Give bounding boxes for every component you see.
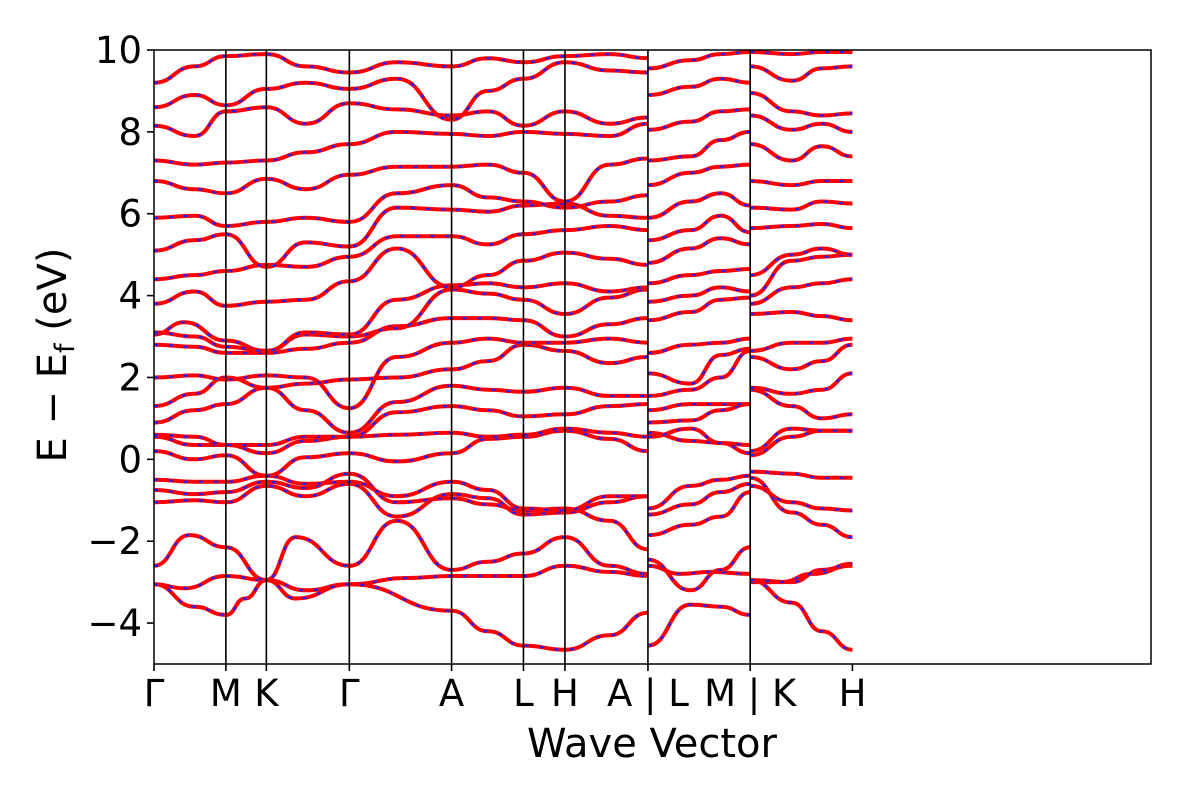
y-tick-label: 8 [118,111,142,154]
y-tick-label: −4 [87,602,142,645]
x-tick-label: H [839,672,867,715]
x-tick-label: H [551,672,579,715]
band-22-solid [154,91,853,138]
band-8-solid [154,426,853,456]
band-4-solid [154,481,853,538]
band-24-dashed [154,50,853,84]
y-axis-label: E − Ef (eV) [30,248,81,463]
band-4-dashed [154,482,853,537]
y-axis-label-subscript: f [50,342,81,353]
band-5-dashed [154,472,853,551]
band-21-solid [154,113,853,167]
band-2-dashed [154,578,853,651]
band-lines [154,50,853,652]
band-3-solid [154,518,853,593]
x-tick-label: M | K [704,672,798,715]
high-symmetry-lines [225,50,751,664]
band-18-dashed [154,200,853,269]
band-20-dashed [154,143,853,203]
x-tick-label: Γ [144,672,165,715]
band-6-dashed [154,470,853,512]
y-tick-label: 2 [118,356,142,399]
x-tick-label: A | L [607,672,689,715]
x-tick-label: A [439,672,464,715]
band-19-dashed [154,179,853,228]
y-tick-label: 0 [118,438,142,481]
band-13-solid [154,310,853,355]
band-8-dashed [154,427,853,455]
x-tick-label: M [210,672,242,715]
band-22-dashed [154,91,853,138]
y-axis-label-main: E − E [30,353,76,463]
band-18-solid [154,199,853,269]
y-tick-label: 6 [118,193,142,236]
y-tick-label: −2 [87,520,142,563]
y-tick-label: 10 [95,29,142,72]
x-tick-label: K [254,672,280,715]
x-tick-label: L [513,672,534,715]
band-24-solid [154,50,853,85]
band-19-solid [154,178,853,228]
band-20-solid [154,142,853,204]
y-tick-label: 4 [118,275,142,318]
band-11-dashed [154,343,853,408]
y-axis-label-unit: (eV) [30,248,76,344]
x-axis-label: Wave Vector [527,721,778,767]
y-axis-ticks: −4 −2 0 2 4 6 8 10 [87,29,154,645]
plot-frame [153,49,1152,665]
band-10-solid [154,371,853,435]
band-14-dashed [154,278,853,353]
x-tick-label: Γ [339,672,360,715]
band-21-dashed [154,114,853,166]
